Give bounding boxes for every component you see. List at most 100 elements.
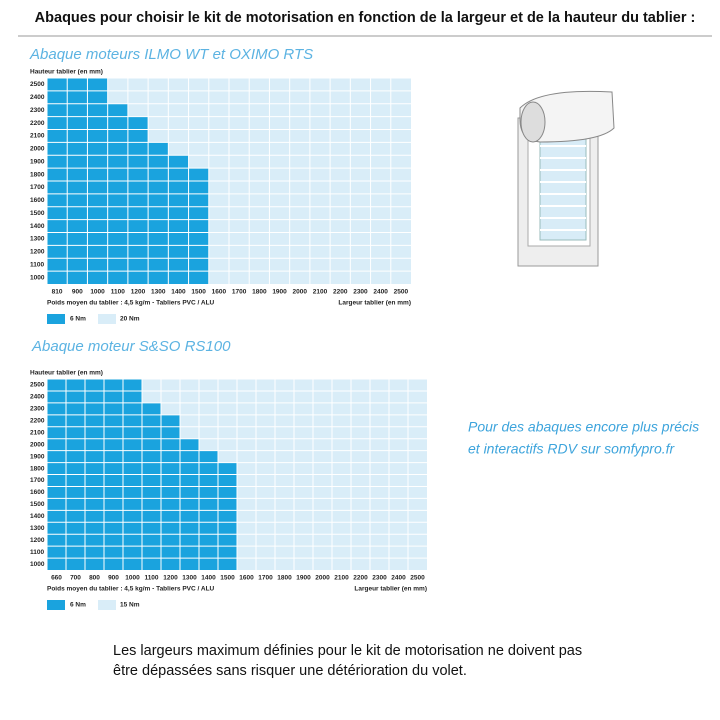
x-tick-label: 2000 <box>293 289 308 296</box>
y-tick-label: 2400 <box>30 94 45 101</box>
x-tick-label: 2300 <box>353 289 368 296</box>
legend-swatch <box>47 600 65 610</box>
footer-note: être dépassées sans risquer une détérior… <box>113 663 467 679</box>
y-tick-label: 1600 <box>30 489 45 496</box>
x-axis-label: Largeur tablier (en mm) <box>338 300 411 307</box>
x-tick-label: 1900 <box>296 575 311 582</box>
x-tick-label: 2000 <box>315 575 330 582</box>
x-tick-label: 800 <box>89 575 100 582</box>
page-title: Abaques pour choisir le kit de motorisat… <box>35 10 696 26</box>
x-tick-label: 2100 <box>334 575 349 582</box>
nm6-cells <box>47 379 142 391</box>
y-tick-label: 1100 <box>30 261 44 268</box>
x-tick-label: 900 <box>72 289 83 296</box>
y-tick-label: 1200 <box>30 249 45 256</box>
y-tick-label: 1700 <box>30 477 45 484</box>
y-tick-label: 1900 <box>30 158 45 165</box>
x-tick-label: 2400 <box>373 289 388 296</box>
y-tick-label: 2100 <box>30 133 45 140</box>
y-tick-label: 1800 <box>30 465 45 472</box>
side-note: et interactifs RDV sur somfypro.fr <box>468 441 676 457</box>
nm6-cells <box>47 426 180 439</box>
legend-swatch <box>98 600 116 610</box>
y-tick-label: 1700 <box>30 184 45 191</box>
legend-label: 20 Nm <box>120 316 140 323</box>
x-tick-label: 1400 <box>171 289 186 296</box>
x-tick-label: 1500 <box>220 575 235 582</box>
nm6-cells <box>47 390 142 403</box>
nm6-cells <box>47 90 108 104</box>
legend-label: 6 Nm <box>70 602 86 609</box>
y-tick-label: 2200 <box>30 418 45 425</box>
x-tick-label: 1600 <box>212 289 227 296</box>
x-tick-label: 1600 <box>239 575 254 582</box>
x-tick-label: 900 <box>108 575 119 582</box>
x-tick-label: 1300 <box>151 289 166 296</box>
x-tick-label: 2500 <box>410 575 425 582</box>
y-tick-label: 2500 <box>30 382 45 389</box>
y-tick-label: 2200 <box>30 120 45 127</box>
y-tick-label: 2500 <box>30 81 45 88</box>
y-tick-label: 1300 <box>30 236 45 243</box>
y-tick-label: 1300 <box>30 525 45 532</box>
y-tick-label: 1900 <box>30 453 45 460</box>
x-tick-label: 2300 <box>372 575 387 582</box>
x-tick-label: 2500 <box>394 289 409 296</box>
window-illustration <box>517 90 615 267</box>
y-tick-label: 1500 <box>30 210 45 217</box>
x-tick-label: 2400 <box>391 575 406 582</box>
weight-note: Poids moyen du tablier : 4,5 kg/m - Tabl… <box>47 586 215 593</box>
y-tick-label: 1400 <box>30 223 45 230</box>
nm6-cells <box>47 116 149 130</box>
x-tick-label: 1800 <box>277 575 292 582</box>
x-axis-label: Largeur tablier (en mm) <box>354 586 427 593</box>
legend-label: 15 Nm <box>120 602 140 609</box>
x-tick-label: 810 <box>52 289 63 296</box>
nm6-cells <box>47 414 180 427</box>
x-tick-label: 700 <box>70 575 81 582</box>
x-tick-label: 1400 <box>201 575 216 582</box>
x-tick-label: 1800 <box>252 289 267 296</box>
chart-title: Abaque moteurs ILMO WT et OXIMO RTS <box>29 46 313 63</box>
y-tick-label: 2400 <box>30 394 45 401</box>
y-tick-label: 2100 <box>30 429 45 436</box>
y-tick-label: 1000 <box>30 274 45 281</box>
x-tick-label: 2200 <box>333 289 348 296</box>
nm6-cells <box>47 129 149 143</box>
weight-note: Poids moyen du tablier : 4,5 kg/m - Tabl… <box>47 300 215 307</box>
x-tick-label: 1200 <box>131 289 146 296</box>
chart-title: Abaque moteur S&SO RS100 <box>31 338 231 355</box>
nm6-cells <box>47 155 189 169</box>
footer-note: Les largeurs maximum définies pour le ki… <box>113 643 582 659</box>
y-tick-label: 1100 <box>30 549 44 556</box>
x-tick-label: 1100 <box>111 289 125 296</box>
legend-label: 6 Nm <box>70 316 86 323</box>
x-tick-label: 2100 <box>313 289 328 296</box>
x-tick-label: 1200 <box>163 575 178 582</box>
x-tick-label: 1000 <box>90 289 105 296</box>
x-tick-label: 1700 <box>232 289 247 296</box>
y-tick-label: 1800 <box>30 171 45 178</box>
x-tick-label: 660 <box>51 575 62 582</box>
x-tick-label: 2200 <box>353 575 368 582</box>
y-tick-label: 1500 <box>30 501 45 508</box>
y-tick-label: 2000 <box>30 441 45 448</box>
x-tick-label: 1700 <box>258 575 273 582</box>
y-axis-label: Hauteur tablier (en mm) <box>30 69 103 76</box>
y-tick-label: 2300 <box>30 107 45 114</box>
legend-swatch <box>98 314 116 324</box>
x-tick-label: 1100 <box>144 575 158 582</box>
legend-swatch <box>47 314 65 324</box>
y-tick-label: 1000 <box>30 561 45 568</box>
x-tick-label: 1500 <box>191 289 206 296</box>
x-tick-label: 1900 <box>272 289 287 296</box>
side-note: Pour des abaques encore plus précis <box>468 419 699 435</box>
y-axis-label: Hauteur tablier (en mm) <box>30 370 103 377</box>
y-tick-label: 1400 <box>30 513 45 520</box>
x-tick-label: 1300 <box>182 575 197 582</box>
nm6-cells <box>47 78 108 91</box>
nm6-cells <box>47 450 218 463</box>
y-tick-label: 1600 <box>30 197 45 204</box>
y-tick-label: 2000 <box>30 146 45 153</box>
